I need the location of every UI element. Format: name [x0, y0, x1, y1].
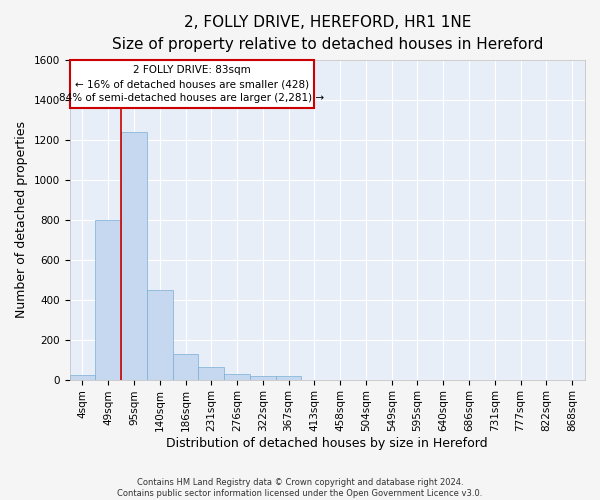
Bar — [199, 367, 224, 380]
Bar — [95, 220, 121, 380]
Bar — [121, 132, 147, 380]
Bar — [70, 374, 95, 380]
Bar — [224, 374, 250, 380]
Title: 2, FOLLY DRIVE, HEREFORD, HR1 1NE
Size of property relative to detached houses i: 2, FOLLY DRIVE, HEREFORD, HR1 1NE Size o… — [112, 15, 543, 52]
Bar — [276, 376, 301, 380]
Bar — [147, 290, 173, 380]
Bar — [173, 354, 199, 380]
Y-axis label: Number of detached properties: Number of detached properties — [15, 122, 28, 318]
FancyBboxPatch shape — [70, 60, 314, 108]
Text: Contains HM Land Registry data © Crown copyright and database right 2024.
Contai: Contains HM Land Registry data © Crown c… — [118, 478, 482, 498]
Bar — [250, 376, 276, 380]
Text: 2 FOLLY DRIVE: 83sqm
← 16% of detached houses are smaller (428)
84% of semi-deta: 2 FOLLY DRIVE: 83sqm ← 16% of detached h… — [59, 66, 325, 104]
X-axis label: Distribution of detached houses by size in Hereford: Distribution of detached houses by size … — [166, 437, 488, 450]
